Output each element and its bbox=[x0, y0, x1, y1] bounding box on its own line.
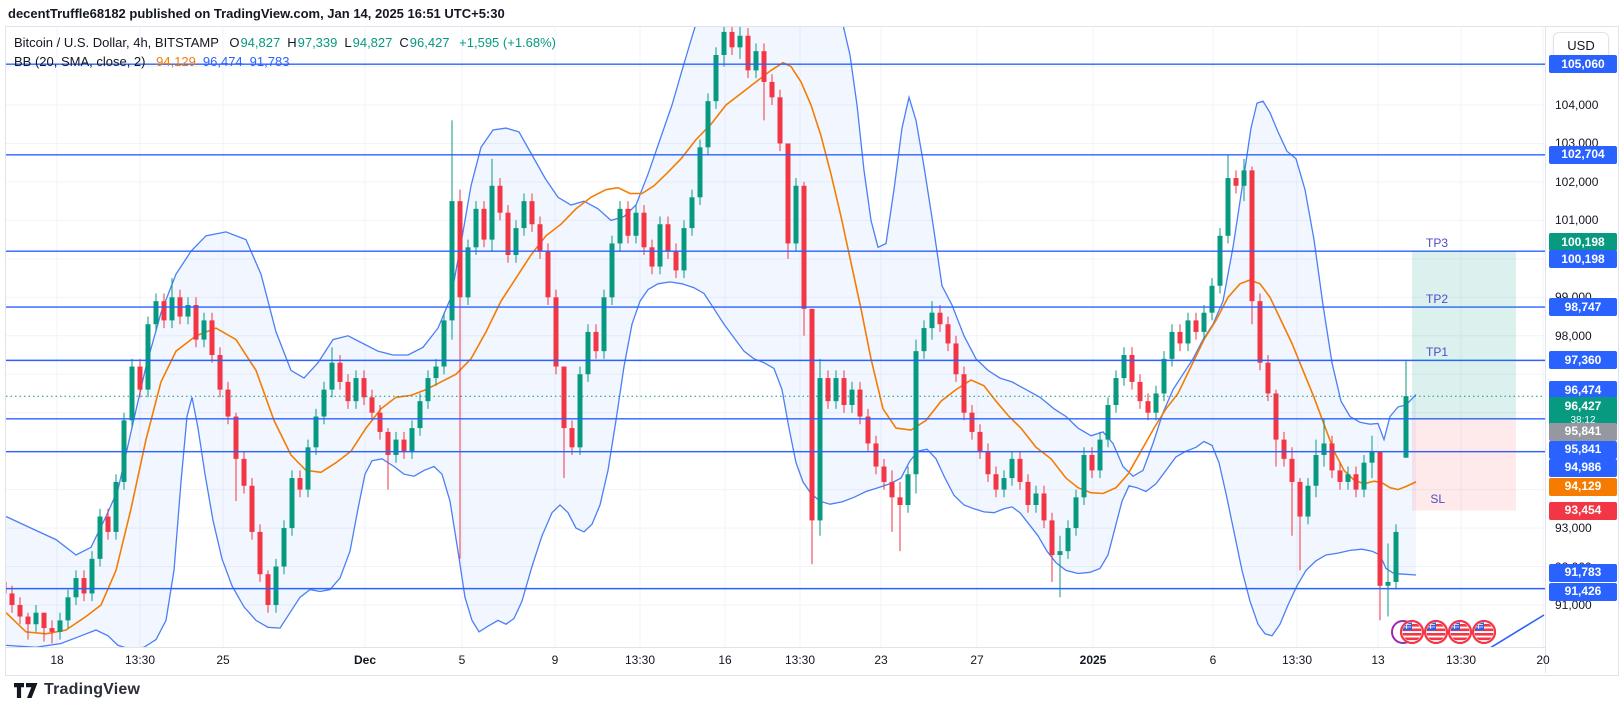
current-price-badge: 96,427 38:12 bbox=[1549, 397, 1617, 428]
price-level-badge: 96,474 bbox=[1549, 381, 1617, 400]
price-tick-label: 93,000 bbox=[1555, 521, 1592, 536]
stop-loss-zone bbox=[1412, 418, 1516, 511]
bb-value: 94,129 bbox=[156, 54, 196, 69]
legend-symbol-row: Bitcoin / U.S. Dollar, 4h, BITSTAMP O94,… bbox=[14, 33, 556, 52]
price-level-badge: 102,704 bbox=[1549, 145, 1617, 164]
price-axis[interactable]: USD 104,000103,000102,000101,00099,00098… bbox=[1545, 27, 1623, 673]
price-tick-label: 91,000 bbox=[1555, 598, 1592, 612]
trendline[interactable] bbox=[1490, 614, 1545, 647]
bb-value: 91,783 bbox=[249, 54, 290, 69]
ohlc-value: 94,827 bbox=[352, 35, 393, 50]
us-flag-event-icon[interactable] bbox=[1423, 619, 1449, 645]
tradingview-icon bbox=[14, 682, 38, 698]
chart-canvas[interactable] bbox=[6, 27, 1545, 647]
time-axis[interactable]: 18 13:30 25 Dec 5 9 13:30 16 13:30 23 27 2025 6 13:30… bbox=[6, 647, 1550, 674]
take-profit-zone bbox=[1412, 251, 1516, 419]
attribution-bar: decentTruffle68182 published on TradingV… bbox=[8, 6, 505, 21]
price-level-badge: 91,426 bbox=[1549, 582, 1617, 601]
price-level-badge: 100,198 bbox=[1549, 250, 1617, 269]
time-tick-label: 5 bbox=[458, 653, 466, 667]
time-tick-label: 6 bbox=[1209, 653, 1217, 667]
tradingview-logo[interactable]: TradingView bbox=[14, 681, 140, 699]
us-flag-event-icon[interactable] bbox=[1399, 619, 1425, 645]
us-flag-event-icon[interactable] bbox=[1471, 619, 1497, 645]
tp2-label[interactable]: TP2 bbox=[1425, 292, 1448, 307]
time-tick-label: 27 bbox=[970, 653, 984, 667]
price-level-badge: 91,783 bbox=[1549, 563, 1617, 582]
bar-close-countdown: 38:12 bbox=[1570, 415, 1596, 427]
bollinger-basis-line bbox=[6, 61, 1417, 635]
ohlc-value: 97,339 bbox=[297, 35, 338, 50]
price-tick-label: 98,000 bbox=[1555, 328, 1592, 343]
time-tick-label: 13:30 bbox=[124, 653, 156, 667]
price-level-badge: 95,841 bbox=[1549, 422, 1617, 441]
time-tick-label: 16 bbox=[718, 653, 732, 667]
bollinger-lower-line bbox=[6, 281, 1417, 647]
price-level-badge: 98,747 bbox=[1549, 298, 1617, 317]
price-level-badge: 94,129 bbox=[1549, 477, 1617, 496]
bollinger-upper-line bbox=[6, 27, 1417, 556]
ohlc-value: 96,427 bbox=[409, 35, 450, 50]
currency-label: USD bbox=[1567, 38, 1595, 53]
change-value: +1,595 (+1.68%) bbox=[459, 35, 557, 50]
ohlc-value: 94,827 bbox=[240, 35, 281, 50]
ohlc-key: C bbox=[399, 35, 409, 50]
time-tick-label: 13:30 bbox=[784, 653, 816, 667]
ohlc-values: O94,827 H97,339 L94,827 C96,427 bbox=[222, 35, 449, 50]
time-tick-label: 25 bbox=[216, 653, 230, 667]
price-tick-label: 102,000 bbox=[1555, 174, 1599, 189]
us-flag-event-icon[interactable] bbox=[1447, 619, 1473, 645]
time-tick-label: 13:30 bbox=[624, 653, 656, 667]
time-tick-label: 18 bbox=[50, 653, 64, 667]
tp3-label[interactable]: TP3 bbox=[1425, 236, 1448, 251]
time-tick-label: 23 bbox=[874, 653, 888, 667]
price-level-badge: 97,360 bbox=[1549, 351, 1617, 370]
bb-value: 96,474 bbox=[202, 54, 243, 69]
price-level-badge: 105,060 bbox=[1549, 55, 1617, 74]
time-tick-label: Dec bbox=[353, 653, 377, 667]
symbol-title[interactable]: Bitcoin / U.S. Dollar, 4h, BITSTAMP bbox=[14, 35, 219, 50]
attribution-text: decentTruffle68182 published on TradingV… bbox=[8, 6, 505, 21]
legend-indicator-row: BB (20, SMA, close, 2) 94,129 96,474 91,78… bbox=[14, 52, 556, 71]
time-tick-label: 20 bbox=[1536, 653, 1550, 667]
time-tick-label: 13:30 bbox=[1281, 653, 1313, 667]
sl-label[interactable]: SL bbox=[1430, 491, 1445, 506]
time-tick-label: 2025 bbox=[1079, 653, 1107, 667]
indicator-title[interactable]: BB (20, SMA, close, 2) bbox=[14, 54, 146, 69]
bollinger-fill bbox=[6, 27, 1416, 647]
ohlc-key: O bbox=[229, 35, 240, 50]
time-tick-label: 9 bbox=[551, 653, 559, 667]
time-tick-label: 13:30 bbox=[1445, 653, 1477, 667]
time-tick-label: 13 bbox=[1371, 653, 1385, 667]
price-level-badge: 94,986 bbox=[1549, 458, 1617, 477]
price-level-badge: 100,198 bbox=[1549, 233, 1617, 252]
ohlc-key: H bbox=[287, 35, 297, 50]
price-tick-label: 101,000 bbox=[1555, 213, 1599, 228]
chart-legend: Bitcoin / U.S. Dollar, 4h, BITSTAMP O94,… bbox=[14, 33, 556, 71]
price-level-badge: 93,454 bbox=[1549, 501, 1617, 520]
indicator-values: 94,129 96,474 91,783 bbox=[149, 54, 289, 69]
tp1-label[interactable]: TP1 bbox=[1425, 345, 1448, 360]
price-level-badge: 95,841 bbox=[1549, 440, 1617, 459]
ohlc-key: L bbox=[344, 35, 352, 50]
tradingview-logo-text: TradingView bbox=[44, 681, 141, 698]
price-tick-label: 104,000 bbox=[1555, 98, 1599, 112]
candles bbox=[6, 27, 1409, 644]
